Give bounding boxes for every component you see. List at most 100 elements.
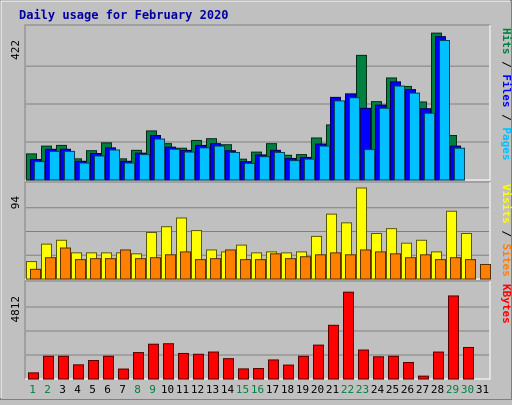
- bar-pages-day-11: [184, 151, 195, 181]
- day-label-25: 25: [386, 383, 399, 396]
- bar-pages-day-19: [304, 158, 315, 181]
- bar-kbytes-day-21: [328, 324, 339, 380]
- bar-pages-day-20: [319, 145, 330, 181]
- bar-kbytes-day-27: [418, 375, 429, 380]
- legend-segment: Files: [500, 74, 512, 107]
- legend-label: Visits / Sites: [500, 184, 512, 277]
- legend-segment: Sites: [500, 244, 512, 277]
- bar-pages-day-23: [364, 149, 375, 181]
- bar-kbytes-day-25: [388, 355, 399, 380]
- day-label-30: 30: [461, 383, 474, 396]
- bar-kbytes-day-12: [193, 353, 204, 380]
- day-label-6: 6: [104, 383, 111, 396]
- bar-sites-day-27: [420, 254, 431, 280]
- bar-pages-day-18: [289, 160, 300, 181]
- bar-pages-day-12: [199, 147, 210, 181]
- bar-kbytes-day-15: [238, 368, 249, 380]
- bar-sites-day-15: [240, 259, 251, 280]
- bar-sites-day-14: [225, 249, 236, 280]
- day-label-26: 26: [401, 383, 414, 396]
- bar-sites-day-30: [465, 259, 476, 280]
- day-label-27: 27: [416, 383, 429, 396]
- day-label-23: 23: [356, 383, 369, 396]
- bar-kbytes-day-3: [58, 355, 69, 380]
- bar-pages-day-1: [34, 161, 45, 181]
- day-label-8: 8: [134, 383, 141, 396]
- bar-pages-day-27: [424, 112, 435, 181]
- bar-kbytes-day-7: [118, 368, 129, 380]
- bar-kbytes-day-14: [223, 358, 234, 380]
- bar-sites-day-24: [375, 251, 386, 280]
- bar-kbytes-day-26: [403, 361, 414, 380]
- day-label-21: 21: [326, 383, 339, 396]
- day-label-9: 9: [149, 383, 156, 396]
- bar-kbytes-day-19: [298, 355, 309, 380]
- day-label-5: 5: [89, 383, 96, 396]
- day-label-29: 29: [446, 383, 459, 396]
- bar-pages-day-5: [94, 155, 105, 181]
- bar-kbytes-day-2: [43, 355, 54, 380]
- bar-kbytes-day-10: [163, 343, 174, 380]
- bar-pages-day-4: [79, 162, 90, 181]
- bar-sites-day-28: [435, 259, 446, 280]
- bar-pages-day-3: [64, 150, 75, 181]
- legend-label: KBytes: [500, 284, 512, 324]
- bar-sites-day-5: [90, 258, 101, 280]
- bar-sites-day-4: [75, 259, 86, 280]
- bar-sites-day-13: [210, 258, 221, 280]
- day-label-14: 14: [221, 383, 235, 396]
- legend-segment: Hits: [500, 28, 512, 55]
- y-axis-max-label: 422: [9, 40, 22, 60]
- bar-sites-day-11: [180, 251, 191, 280]
- bar-kbytes-day-17: [268, 359, 279, 380]
- bar-kbytes-day-6: [103, 355, 114, 380]
- bar-kbytes-day-1: [28, 372, 39, 380]
- legend-segment: /: [500, 224, 512, 244]
- bar-pages-day-29: [454, 147, 465, 181]
- day-label-12: 12: [191, 383, 204, 396]
- bar-sites-day-1: [30, 268, 41, 280]
- bar-pages-day-2: [49, 150, 60, 181]
- bar-kbytes-day-11: [178, 352, 189, 380]
- bar-pages-day-14: [229, 151, 240, 181]
- day-label-18: 18: [281, 383, 294, 396]
- bar-sites-day-26: [405, 257, 416, 280]
- bar-sites-day-8: [135, 258, 146, 280]
- bar-sites-day-31: [480, 263, 491, 280]
- bar-sites-day-21: [330, 252, 341, 280]
- bar-kbytes-day-4: [73, 364, 84, 380]
- legend-segment: /: [500, 55, 512, 75]
- bar-sites-day-18: [285, 258, 296, 280]
- bar-pages-day-28: [439, 40, 450, 181]
- bar-kbytes-day-16: [253, 368, 264, 380]
- y-axis-max-label: 4812: [9, 296, 22, 323]
- bar-pages-day-21: [334, 100, 345, 181]
- bar-sites-day-23: [360, 249, 371, 280]
- bar-kbytes-day-22: [343, 291, 354, 380]
- bar-sites-day-29: [450, 257, 461, 280]
- bar-kbytes-day-8: [133, 352, 144, 380]
- legend-segment: /: [500, 108, 512, 128]
- bar-pages-day-10: [169, 148, 180, 181]
- day-label-22: 22: [341, 383, 354, 396]
- day-label-15: 15: [236, 383, 249, 396]
- bar-kbytes-day-20: [313, 344, 324, 380]
- bar-sites-day-19: [300, 256, 311, 280]
- bar-pages-day-24: [379, 107, 390, 181]
- bar-sites-day-6: [105, 258, 116, 280]
- day-label-10: 10: [161, 383, 174, 396]
- day-label-28: 28: [431, 383, 444, 396]
- bar-pages-day-9: [154, 138, 165, 181]
- day-label-3: 3: [59, 383, 66, 396]
- bar-sites-day-2: [45, 257, 56, 280]
- day-label-24: 24: [371, 383, 385, 396]
- day-label-17: 17: [266, 383, 279, 396]
- bar-sites-day-3: [60, 247, 71, 280]
- bar-sites-day-17: [270, 253, 281, 280]
- bar-sites-day-20: [315, 254, 326, 280]
- bar-sites-day-9: [150, 257, 161, 280]
- legend-label: Hits / Files / Pages: [500, 28, 512, 161]
- day-label-19: 19: [296, 383, 309, 396]
